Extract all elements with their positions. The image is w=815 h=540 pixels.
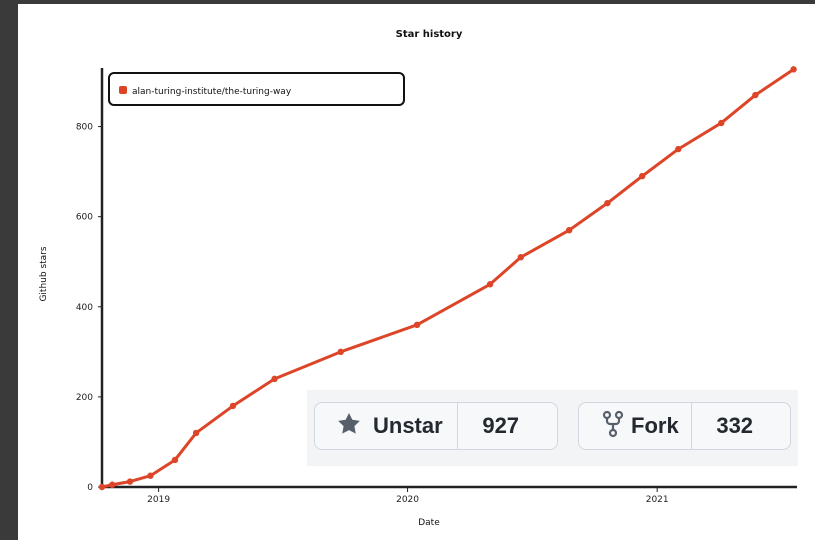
chart-canvas: Star history Github stars Date 0 200 400 60… xyxy=(18,4,815,540)
data-point xyxy=(109,481,116,488)
y-tick-label: 200 xyxy=(76,393,93,403)
data-point xyxy=(147,472,154,479)
y-axis-label: Github stars xyxy=(39,246,49,301)
fork-button[interactable]: Fork 332 xyxy=(578,402,791,450)
y-tick-label: 400 xyxy=(76,303,93,313)
fork-icon xyxy=(601,410,625,443)
star-icon xyxy=(335,411,363,442)
data-point xyxy=(604,199,611,207)
data-point xyxy=(271,375,278,383)
data-point xyxy=(171,456,179,464)
data-point xyxy=(638,172,646,180)
legend: alan-turing-institute/the-turing-way xyxy=(108,72,405,106)
unstar-label: Unstar xyxy=(373,413,443,438)
github-buttons-panel: Unstar 927 Fork 332 xyxy=(307,390,798,466)
fork-count[interactable]: 332 xyxy=(690,403,778,449)
x-ticks: 2019 2020 2021 xyxy=(147,487,669,505)
y-tick-label: 0 xyxy=(87,483,93,493)
data-point xyxy=(718,119,725,127)
legend-box xyxy=(108,72,405,106)
data-point xyxy=(675,145,682,153)
data-point xyxy=(486,281,494,288)
data-point xyxy=(192,429,200,437)
x-tick-label: 2021 xyxy=(646,495,669,505)
data-point xyxy=(752,91,759,99)
data-point xyxy=(565,226,573,234)
star-history-chart: Star history Github stars Date 0 200 400 60… xyxy=(39,29,797,528)
data-point xyxy=(98,483,106,491)
x-axis-label: Date xyxy=(418,518,440,528)
unstar-main[interactable]: Unstar xyxy=(315,403,457,449)
legend-swatch xyxy=(119,86,127,94)
chart-title: Star history xyxy=(396,29,463,40)
star-count[interactable]: 927 xyxy=(456,403,544,449)
data-point xyxy=(790,66,797,73)
x-tick-label: 2019 xyxy=(147,495,170,505)
data-point xyxy=(413,321,421,329)
data-point xyxy=(126,478,134,485)
y-tick-label: 800 xyxy=(76,123,93,133)
y-ticks: 0 200 400 600 800 xyxy=(76,123,102,493)
axes xyxy=(100,68,797,489)
y-tick-label: 600 xyxy=(76,213,93,223)
data-point xyxy=(517,254,524,261)
fork-main[interactable]: Fork xyxy=(579,403,691,449)
fork-label: Fork xyxy=(631,413,679,438)
x-tick-label: 2020 xyxy=(396,495,419,505)
legend-label: alan-turing-institute/the-turing-way xyxy=(132,87,292,97)
unstar-button[interactable]: Unstar 927 xyxy=(314,402,558,450)
data-point xyxy=(229,402,237,410)
data-point xyxy=(337,348,344,356)
series-group xyxy=(98,66,797,491)
